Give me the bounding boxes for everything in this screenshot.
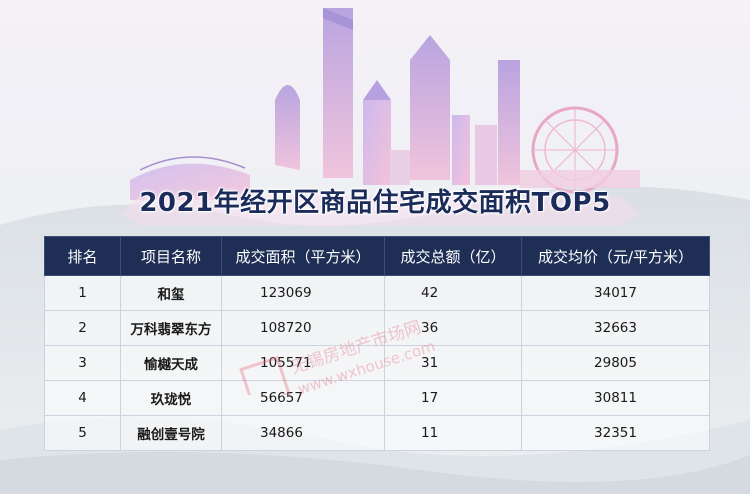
cell-rank: 2 (44, 310, 121, 346)
cell-area: 108720 (221, 310, 385, 346)
cell-price: 34017 (521, 275, 710, 311)
cell-project: 融创壹号院 (120, 415, 222, 451)
table-row: 3 愉樾天成 105571 31 29805 (44, 345, 710, 381)
top5-table: 排名 项目名称 成交面积（平方米） 成交总额（亿） 成交均价（元/平方米） 1 … (44, 236, 710, 451)
cell-rank: 1 (44, 275, 121, 311)
table-row: 1 和玺 123069 42 34017 (44, 275, 710, 311)
table-row: 2 万科翡翠东方 108720 36 32663 (44, 310, 710, 346)
cell-rank: 5 (44, 415, 121, 451)
cell-price: 29805 (521, 345, 710, 381)
cell-price: 32351 (521, 415, 710, 451)
cell-price: 30811 (521, 380, 710, 416)
page-title: 2021年经开区商品住宅成交面积TOP5 (139, 188, 611, 218)
table-row: 5 融创壹号院 34866 11 32351 (44, 415, 710, 451)
cell-area: 34866 (221, 415, 385, 451)
cell-project: 玖珑悦 (120, 380, 222, 416)
cell-project: 和玺 (120, 275, 222, 311)
col-header-rank: 排名 (44, 236, 121, 276)
col-header-area: 成交面积（平方米） (221, 236, 385, 276)
table-header-row: 排名 项目名称 成交面积（平方米） 成交总额（亿） 成交均价（元/平方米） (44, 236, 710, 276)
cell-total: 31 (384, 345, 522, 381)
cell-area: 105571 (221, 345, 385, 381)
col-header-price: 成交均价（元/平方米） (521, 236, 710, 276)
cell-project: 万科翡翠东方 (120, 310, 222, 346)
cell-area: 123069 (221, 275, 385, 311)
cell-total: 36 (384, 310, 522, 346)
col-header-project: 项目名称 (120, 236, 222, 276)
cell-price: 32663 (521, 310, 710, 346)
cell-total: 17 (384, 380, 522, 416)
cell-total: 42 (384, 275, 522, 311)
cell-project: 愉樾天成 (120, 345, 222, 381)
col-header-total: 成交总额（亿） (384, 236, 522, 276)
cell-rank: 4 (44, 380, 121, 416)
cell-area: 56657 (221, 380, 385, 416)
cell-total: 11 (384, 415, 522, 451)
table-row: 4 玖珑悦 56657 17 30811 (44, 380, 710, 416)
cell-rank: 3 (44, 345, 121, 381)
